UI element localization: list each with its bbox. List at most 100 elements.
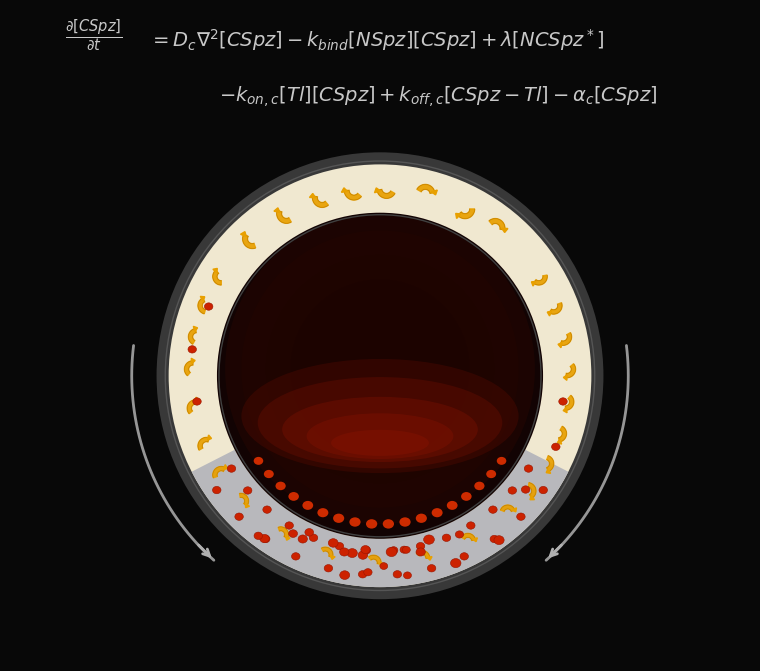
- Ellipse shape: [552, 443, 560, 450]
- Polygon shape: [512, 508, 517, 512]
- Polygon shape: [546, 468, 551, 473]
- Polygon shape: [213, 268, 217, 273]
- Polygon shape: [200, 297, 204, 301]
- Polygon shape: [245, 504, 249, 508]
- Ellipse shape: [494, 535, 504, 545]
- Polygon shape: [546, 456, 554, 472]
- Polygon shape: [187, 400, 197, 414]
- Polygon shape: [560, 333, 572, 346]
- Polygon shape: [207, 435, 211, 440]
- Polygon shape: [565, 395, 574, 410]
- Ellipse shape: [169, 164, 591, 587]
- Ellipse shape: [432, 508, 442, 517]
- Ellipse shape: [261, 535, 270, 543]
- Polygon shape: [432, 190, 437, 195]
- Ellipse shape: [298, 535, 307, 543]
- Polygon shape: [321, 547, 333, 558]
- Ellipse shape: [404, 572, 411, 579]
- Polygon shape: [198, 298, 205, 314]
- Ellipse shape: [389, 547, 398, 554]
- Ellipse shape: [213, 486, 221, 494]
- Ellipse shape: [451, 558, 461, 568]
- Polygon shape: [185, 361, 193, 376]
- Polygon shape: [193, 326, 198, 331]
- Polygon shape: [278, 527, 289, 538]
- Polygon shape: [286, 536, 290, 540]
- Polygon shape: [192, 358, 195, 364]
- Ellipse shape: [402, 546, 410, 554]
- Ellipse shape: [362, 547, 371, 554]
- Ellipse shape: [306, 413, 454, 459]
- Polygon shape: [458, 209, 475, 219]
- Ellipse shape: [193, 398, 201, 405]
- Polygon shape: [531, 281, 536, 286]
- Ellipse shape: [347, 549, 357, 558]
- Ellipse shape: [204, 303, 213, 310]
- Polygon shape: [344, 191, 361, 200]
- Ellipse shape: [242, 359, 518, 473]
- Ellipse shape: [400, 546, 408, 553]
- Ellipse shape: [359, 570, 367, 578]
- Ellipse shape: [380, 563, 388, 570]
- Ellipse shape: [285, 522, 293, 529]
- Ellipse shape: [364, 568, 372, 576]
- Ellipse shape: [489, 506, 497, 513]
- Ellipse shape: [227, 465, 236, 472]
- Ellipse shape: [383, 519, 394, 529]
- Polygon shape: [502, 228, 508, 232]
- Polygon shape: [557, 439, 562, 444]
- Ellipse shape: [290, 279, 470, 459]
- Polygon shape: [195, 397, 199, 403]
- Polygon shape: [530, 495, 534, 500]
- Ellipse shape: [309, 534, 318, 541]
- Ellipse shape: [497, 457, 506, 465]
- Ellipse shape: [340, 571, 350, 580]
- Polygon shape: [309, 193, 315, 198]
- Ellipse shape: [521, 486, 530, 493]
- Polygon shape: [534, 275, 547, 285]
- Ellipse shape: [559, 398, 567, 405]
- Ellipse shape: [366, 519, 377, 529]
- Ellipse shape: [474, 482, 485, 491]
- Polygon shape: [547, 311, 552, 316]
- Ellipse shape: [416, 548, 426, 556]
- Ellipse shape: [305, 529, 314, 536]
- Polygon shape: [565, 364, 575, 378]
- Ellipse shape: [157, 152, 603, 599]
- Ellipse shape: [442, 534, 451, 541]
- Polygon shape: [489, 219, 505, 230]
- Ellipse shape: [325, 564, 333, 572]
- Ellipse shape: [524, 465, 533, 472]
- Text: $= D_c\nabla^2[CSpz] - k_{bind}[NSpz][CSpz] + \lambda[NCSpz^*]$: $= D_c\nabla^2[CSpz] - k_{bind}[NSpz][CS…: [148, 27, 603, 53]
- Ellipse shape: [386, 548, 397, 556]
- Ellipse shape: [455, 531, 464, 538]
- Ellipse shape: [266, 255, 494, 483]
- Ellipse shape: [490, 535, 499, 543]
- Polygon shape: [549, 303, 562, 314]
- Ellipse shape: [288, 492, 299, 501]
- Ellipse shape: [350, 517, 360, 527]
- Ellipse shape: [331, 430, 429, 456]
- Polygon shape: [277, 210, 291, 223]
- Polygon shape: [416, 550, 429, 558]
- Polygon shape: [377, 189, 395, 199]
- Polygon shape: [417, 185, 435, 193]
- Polygon shape: [213, 466, 226, 478]
- Polygon shape: [559, 426, 566, 442]
- Ellipse shape: [243, 486, 252, 494]
- Ellipse shape: [264, 470, 274, 478]
- Ellipse shape: [188, 346, 197, 353]
- Polygon shape: [563, 375, 567, 380]
- Ellipse shape: [289, 529, 297, 537]
- Ellipse shape: [254, 457, 263, 465]
- Polygon shape: [369, 555, 381, 564]
- Ellipse shape: [235, 513, 243, 521]
- Polygon shape: [461, 533, 476, 540]
- Polygon shape: [312, 196, 328, 207]
- Ellipse shape: [225, 214, 535, 524]
- Polygon shape: [239, 493, 249, 506]
- Polygon shape: [198, 437, 209, 450]
- Ellipse shape: [508, 486, 517, 494]
- Polygon shape: [473, 538, 477, 541]
- Polygon shape: [188, 329, 196, 344]
